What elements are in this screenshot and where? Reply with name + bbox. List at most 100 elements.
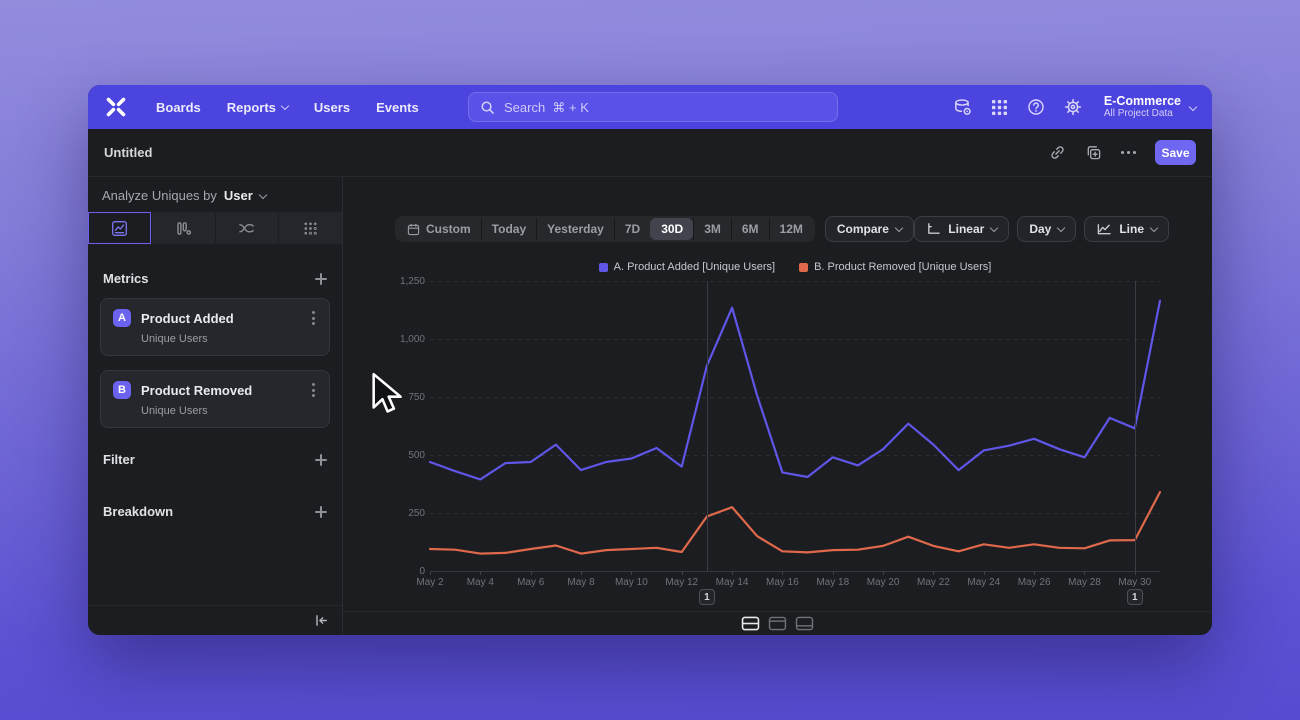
mixpanel-logo[interactable] [104, 95, 128, 119]
x-axis-label: May 8 [567, 577, 595, 588]
data-settings-icon[interactable] [953, 98, 972, 117]
y-axis-label: 1,250 [399, 276, 425, 287]
chevron-down-icon [1149, 223, 1159, 233]
range-today[interactable]: Today [480, 218, 536, 240]
x-axis-label: May 30 [1118, 577, 1152, 588]
sidebar: Analyze Uniques by User [88, 177, 343, 635]
tab-flows[interactable] [214, 212, 279, 244]
range-label: 3M [704, 222, 721, 236]
annotation-badge[interactable]: 1 [698, 589, 715, 605]
settings-gear-icon[interactable] [1064, 98, 1082, 116]
metric-badge: B [113, 381, 131, 399]
range-custom[interactable]: Custom [397, 218, 481, 240]
chart-canvas [430, 281, 1160, 571]
legend-swatch [598, 262, 608, 272]
gridline [430, 513, 1160, 514]
x-axis-label: May 6 [517, 577, 545, 588]
range-6m[interactable]: 6M [730, 218, 769, 240]
analyze-value: User [223, 188, 253, 203]
nav-item-boards[interactable]: Boards [156, 100, 201, 115]
search-bar[interactable] [468, 92, 838, 122]
help-icon[interactable] [1027, 98, 1045, 116]
range-yesterday[interactable]: Yesterday [536, 218, 614, 240]
x-axis-label: May 22 [917, 577, 950, 588]
layout-top-icon[interactable] [768, 616, 787, 631]
gridline [430, 397, 1160, 398]
x-axis-tick [1034, 571, 1036, 575]
metrics-header: Metrics [103, 271, 149, 286]
range-30d[interactable]: 30D [650, 218, 694, 240]
insights-tab-icon [111, 220, 127, 236]
kebab-menu-icon[interactable] [310, 381, 317, 399]
interval-select[interactable]: Day [1017, 216, 1077, 242]
layout-bottom-icon[interactable] [795, 616, 814, 631]
gridline [430, 339, 1160, 340]
x-axis-label: May 16 [766, 577, 799, 588]
add-metric-button[interactable] [315, 272, 327, 285]
legend-entry: A. Product Added [Unique Users] [598, 261, 775, 273]
metrics-list: A Product Added Unique Users B Product Remov… [100, 298, 330, 428]
compare-label: Compare [836, 222, 889, 236]
range-3m[interactable]: 3M [693, 218, 731, 240]
main-nav: Boards Reports Users Events [156, 100, 419, 115]
x-axis-label: May 24 [967, 577, 1001, 588]
line-chart-icon [1098, 224, 1112, 235]
x-axis-label: May 28 [1068, 577, 1101, 588]
range-7d[interactable]: 7D [613, 218, 650, 240]
project-selector[interactable]: E-Commerce All Project Data [1104, 94, 1198, 120]
calendar-icon [407, 223, 420, 235]
range-label: 12M [779, 222, 803, 236]
metric-subtitle: Unique Users [141, 333, 208, 345]
x-axis-tick [430, 571, 431, 575]
save-button[interactable]: Save [1155, 140, 1196, 165]
x-axis-tick [933, 571, 935, 575]
search-input[interactable] [504, 99, 826, 115]
display-controls: Linear Day Line [914, 216, 1169, 242]
analyze-by-control[interactable]: Analyze Uniques by User [102, 188, 328, 203]
x-axis-label: May 4 [466, 577, 494, 588]
nav-item-users[interactable]: Users [314, 100, 350, 115]
nav-item-reports[interactable]: Reports [227, 100, 290, 115]
metric-name: Product Added [141, 310, 234, 326]
duplicate-icon[interactable] [1085, 144, 1102, 161]
x-axis-tick [782, 571, 784, 575]
tab-retention[interactable] [278, 212, 342, 244]
report-body: Analyze Uniques by User [88, 177, 1212, 635]
scale-select[interactable]: Linear [914, 216, 1010, 242]
add-breakdown-button[interactable] [315, 505, 327, 518]
legend-label: B. Product Removed [Unique Users] [814, 261, 992, 273]
add-filter-button[interactable] [315, 453, 327, 466]
legend-entry: B. Product Removed [Unique Users] [799, 261, 991, 273]
x-axis-tick [1084, 571, 1086, 575]
x-axis-tick [983, 571, 985, 575]
link-icon[interactable] [1049, 144, 1066, 161]
chart-type-select[interactable]: Line [1084, 216, 1169, 242]
nav-item-events[interactable]: Events [376, 100, 419, 115]
x-axis-line [430, 571, 1160, 572]
x-axis-tick [480, 571, 482, 575]
x-axis-tick [581, 571, 583, 575]
x-axis-tick [883, 571, 885, 575]
chevron-down-icon [894, 223, 904, 233]
x-axis-tick [530, 571, 532, 575]
apps-grid-icon[interactable] [991, 99, 1008, 116]
layout-split-icon[interactable] [741, 616, 760, 631]
chevron-down-icon [258, 190, 268, 199]
more-ellipsis-icon[interactable] [1121, 151, 1136, 154]
tab-funnels[interactable] [150, 212, 215, 244]
annotation-badge[interactable]: 1 [1126, 589, 1143, 605]
range-label: Custom [426, 222, 471, 236]
gridline [430, 455, 1160, 456]
metric-card[interactable]: A Product Added Unique Users [100, 298, 330, 356]
collapse-sidebar-icon[interactable] [314, 613, 329, 628]
x-axis-tick [1134, 571, 1136, 575]
compare-button[interactable]: Compare [824, 216, 914, 242]
tab-insights[interactable] [88, 212, 151, 244]
x-axis-label: May 18 [816, 577, 850, 588]
chart-type-label: Line [1119, 222, 1144, 236]
metric-card[interactable]: B Product Removed Unique Users [100, 370, 330, 428]
kebab-menu-icon[interactable] [310, 309, 317, 327]
gridline [430, 281, 1160, 282]
range-12m[interactable]: 12M [768, 218, 813, 240]
nav-item-label: Users [313, 99, 351, 115]
